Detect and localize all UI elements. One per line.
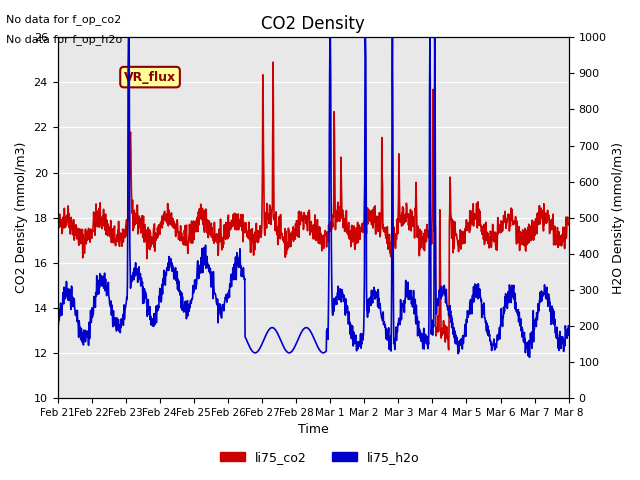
li75_h2o xyxy=(525,355,533,360)
li75_co2 xyxy=(93,216,101,222)
li75_h2o xyxy=(282,347,289,353)
li75_h2o xyxy=(271,326,278,332)
li75_h2o xyxy=(291,344,298,350)
Text: VR_flux: VR_flux xyxy=(124,71,176,84)
li75_co2 xyxy=(345,220,353,226)
li75_co2 xyxy=(565,222,573,228)
li75_h2o xyxy=(125,35,132,40)
Line: li75_co2: li75_co2 xyxy=(58,62,569,350)
li75_co2 xyxy=(291,231,298,237)
li75_co2 xyxy=(445,347,452,353)
li75_h2o xyxy=(93,287,101,293)
li75_co2 xyxy=(271,217,278,223)
Title: CO2 Density: CO2 Density xyxy=(261,15,365,33)
Y-axis label: H2O Density (mmol/m3): H2O Density (mmol/m3) xyxy=(612,142,625,294)
li75_h2o xyxy=(114,316,122,322)
li75_h2o xyxy=(345,309,353,314)
li75_co2 xyxy=(54,223,61,228)
Y-axis label: CO2 Density (mmol/m3): CO2 Density (mmol/m3) xyxy=(15,142,28,293)
li75_h2o xyxy=(565,324,573,330)
Text: No data for f_op_h2o: No data for f_op_h2o xyxy=(6,34,123,45)
li75_h2o xyxy=(54,319,61,325)
Line: li75_h2o: li75_h2o xyxy=(58,37,569,358)
li75_co2 xyxy=(269,59,277,65)
Legend: li75_co2, li75_h2o: li75_co2, li75_h2o xyxy=(215,446,425,469)
X-axis label: Time: Time xyxy=(298,423,328,436)
li75_co2 xyxy=(114,228,122,233)
Text: No data for f_op_co2: No data for f_op_co2 xyxy=(6,14,122,25)
li75_co2 xyxy=(282,254,289,260)
